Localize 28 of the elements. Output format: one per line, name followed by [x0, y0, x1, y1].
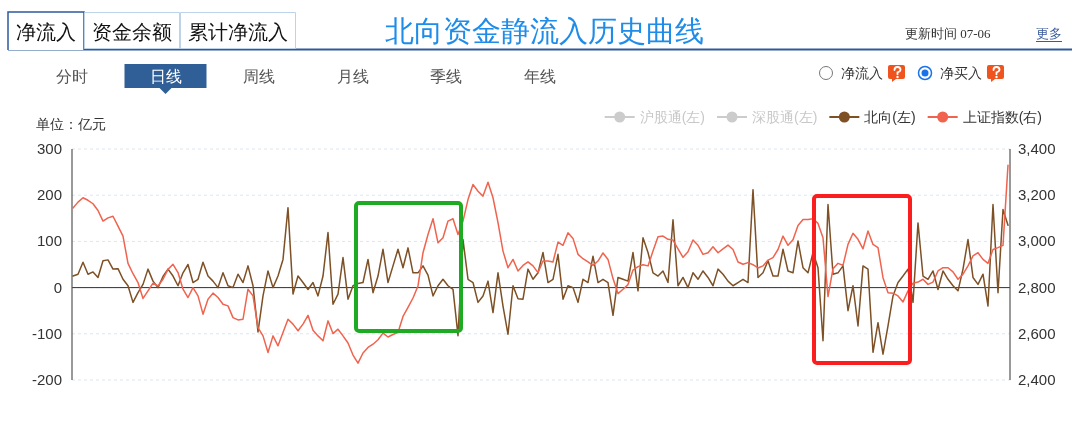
y-axis-title: 单位：亿元 [36, 116, 106, 132]
y2-tick-label: 2,800 [1018, 278, 1056, 296]
y-tick-label: 200 [36, 186, 62, 204]
text: 月线 [336, 68, 369, 85]
text: 年线 [523, 68, 556, 85]
y2-tick-label: 3,200 [1018, 186, 1056, 204]
legend-label: 北向(左) [864, 109, 916, 125]
y2-tick-label: 2,400 [1018, 371, 1056, 388]
text: 分时 [56, 68, 88, 85]
text: 季线 [430, 68, 462, 85]
legend-label: 上证指数(右) [962, 109, 1042, 125]
y2-tick-label: 3,000 [1018, 232, 1056, 250]
text: 净买入 [940, 66, 982, 81]
y2-tick-label: 3,400 [1018, 140, 1056, 157]
tab: 资金余额 [84, 12, 180, 49]
link: 更多 [1035, 26, 1063, 42]
text: 更新时间 07-06 [905, 26, 992, 41]
line-series [72, 188, 1009, 355]
y-tick-label: 100 [36, 232, 62, 250]
chart-title: 北向资金静流入历史曲线 [384, 15, 704, 47]
y-tick-label: 0 [53, 278, 62, 296]
y-tick-label: 300 [36, 140, 62, 157]
y-tick-label: -200 [31, 371, 62, 388]
text: 净流入 [841, 66, 883, 81]
tab: 累计净流入 [180, 12, 296, 49]
text: 周线 [243, 68, 275, 85]
y-tick-label: -100 [31, 324, 62, 342]
y2-tick-label: 2,600 [1018, 324, 1056, 342]
